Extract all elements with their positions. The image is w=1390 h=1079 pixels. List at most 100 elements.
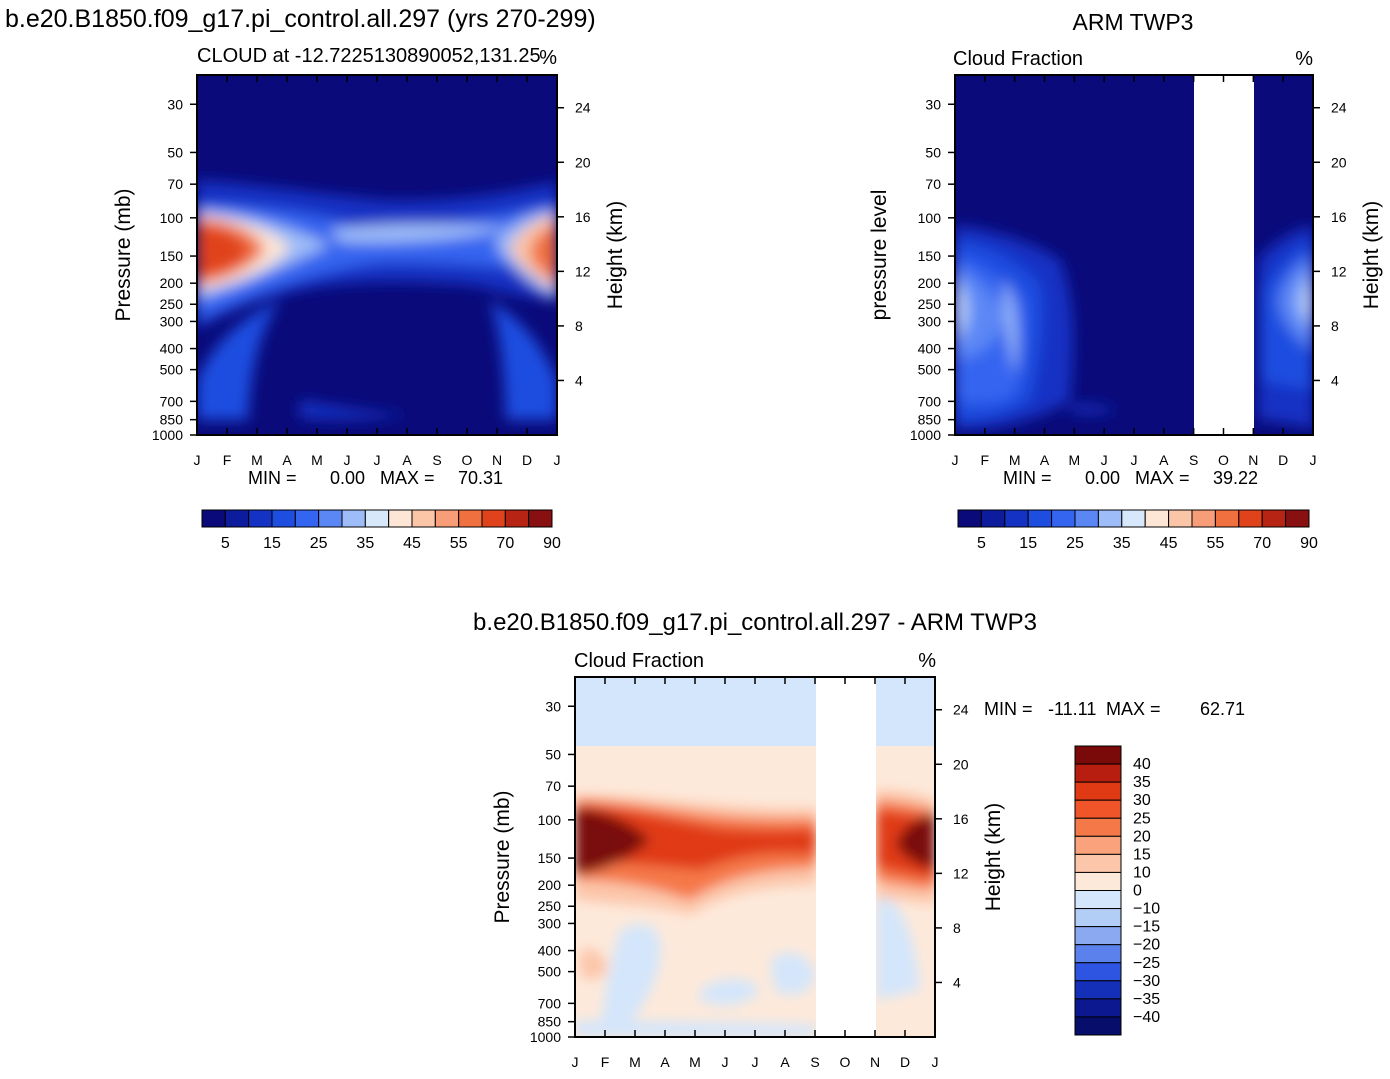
diff-y2tick-label: 16 <box>953 811 969 827</box>
diff-ytick-label: 700 <box>538 995 562 1011</box>
obs-y2tick-label: 24 <box>1331 100 1347 116</box>
diff-colorbar-label: 20 <box>1133 828 1151 845</box>
model-contour-field <box>197 75 557 435</box>
diff-colorbar-label: 10 <box>1133 864 1151 881</box>
obs-colorbar-swatch <box>1238 509 1263 528</box>
obs-xtick-label: S <box>1189 452 1198 468</box>
model-colorbar-swatch <box>458 509 483 528</box>
diff-ytick-label: 850 <box>538 1014 562 1030</box>
model-colorbar: 5 15 25 35 45 55 70 90 <box>201 509 561 552</box>
model-colorbar-swatch <box>528 509 553 528</box>
model-panel: CLOUD at -12.7225130890052,131.25 % J F <box>112 45 627 552</box>
obs-colorbar-swatch <box>1074 509 1099 528</box>
diff-ytick-label: 400 <box>538 943 562 959</box>
model-colorbar-swatch <box>294 509 320 528</box>
diff-colorbar-label: −30 <box>1133 973 1160 990</box>
model-colorbar-label: 55 <box>450 535 468 552</box>
diff-ytick-label: 150 <box>538 850 562 866</box>
model-max-label: MAX = <box>380 468 435 488</box>
obs-ytick-label: 500 <box>918 362 942 378</box>
diff-colorbar-swatch <box>1074 890 1122 910</box>
model-xtick-label: O <box>462 452 473 468</box>
diff-colorbar-swatch <box>1074 763 1122 783</box>
model-y2tick-label: 4 <box>575 372 583 388</box>
obs-xtick-label: O <box>1218 452 1229 468</box>
diff-max-value: 62.71 <box>1200 699 1245 719</box>
model-units: % <box>539 47 557 69</box>
model-ytick-label: 500 <box>160 362 184 378</box>
model-xtick-label: D <box>522 452 532 468</box>
diff-ytick-label: 100 <box>538 812 562 828</box>
diff-y2tick-label: 20 <box>953 756 969 772</box>
obs-colorbar-swatch <box>1191 509 1216 528</box>
diff-xtick-label: N <box>870 1054 880 1070</box>
model-colorbar-swatch <box>504 509 530 528</box>
obs-colorbar-swatch <box>1168 509 1193 528</box>
model-ylabel: Pressure (mb) <box>112 188 135 321</box>
model-colorbar-label: 5 <box>221 535 230 552</box>
obs-y2tick-label: 20 <box>1331 154 1347 170</box>
obs-xtick-label: F <box>981 452 990 468</box>
model-ytick-label: 300 <box>160 313 184 329</box>
diff-colorbar-swatch <box>1074 998 1122 1018</box>
obs-panel: Cloud Fraction % J F M A M J J A S O N D J3 <box>868 48 1383 552</box>
obs-y2label: Height (km) <box>1360 201 1383 310</box>
model-xtick-label: S <box>432 452 441 468</box>
diff-colorbar-swatch <box>1074 853 1122 873</box>
obs-title: ARM TWP3 <box>1073 9 1194 35</box>
obs-ytick-label: 100 <box>918 210 942 226</box>
diff-colorbar-label: −35 <box>1133 991 1160 1008</box>
diff-colorbar-label: 30 <box>1133 792 1151 809</box>
diff-xtick-label: S <box>810 1054 819 1070</box>
obs-colorbar-swatch <box>1285 509 1310 528</box>
obs-max-value: 39.22 <box>1213 468 1258 488</box>
obs-colorbar-label: 55 <box>1207 535 1225 552</box>
obs-ytick-label: 300 <box>918 313 942 329</box>
diff-min-value: -11.11 <box>1048 699 1096 719</box>
model-colorbar-swatch <box>271 509 296 528</box>
diff-y2label: Height (km) <box>982 803 1005 912</box>
diff-colorbar-swatch <box>1074 781 1122 801</box>
diff-subtitle: Cloud Fraction <box>574 650 704 672</box>
obs-ylabel: pressure level <box>868 190 891 321</box>
model-xtick-label: M <box>311 452 323 468</box>
model-y2label: Height (km) <box>604 201 627 310</box>
diff-colorbar-label: −10 <box>1133 901 1160 918</box>
obs-subtitle: Cloud Fraction <box>953 48 1083 70</box>
diff-colorbar-swatch <box>1074 835 1122 855</box>
model-colorbar-label: 25 <box>310 535 328 552</box>
diff-colorbar-label: −40 <box>1133 1009 1160 1026</box>
model-ytick-label: 850 <box>160 412 184 428</box>
obs-colorbar-swatch <box>1144 509 1170 528</box>
diff-ytick-label: 30 <box>545 698 561 714</box>
model-colorbar-label: 15 <box>263 535 281 552</box>
obs-xtick-label: M <box>1009 452 1021 468</box>
model-y2tick-label: 16 <box>575 209 591 225</box>
obs-missing-data-band <box>1194 75 1254 435</box>
obs-colorbar-swatch <box>1051 509 1076 528</box>
obs-colorbar-swatch <box>957 509 982 528</box>
model-xtick-label: A <box>402 452 412 468</box>
model-y2tick-label: 24 <box>575 100 591 116</box>
model-ytick-label: 700 <box>160 393 184 409</box>
obs-colorbar-label: 90 <box>1300 535 1318 552</box>
diff-ytick-label: 1000 <box>530 1029 561 1045</box>
diff-xtick-label: M <box>689 1054 701 1070</box>
model-colorbar-swatch <box>318 509 343 528</box>
obs-colorbar: 5 15 25 35 45 55 70 90 <box>957 509 1318 552</box>
model-colorbar-label: 90 <box>543 535 561 552</box>
obs-ytick-label: 200 <box>918 275 942 291</box>
diff-ytick-label: 500 <box>538 964 562 980</box>
obs-colorbar-label: 70 <box>1253 535 1271 552</box>
obs-ytick-label: 30 <box>925 96 941 112</box>
diff-max-label: MAX = <box>1106 699 1161 719</box>
obs-max-label: MAX = <box>1135 468 1190 488</box>
model-ytick-label: 100 <box>160 210 184 226</box>
model-colorbar-swatch <box>481 509 506 528</box>
obs-ytick-label: 70 <box>925 176 941 192</box>
model-max-value: 70.31 <box>458 468 503 488</box>
diff-xtick-label: J <box>752 1054 759 1070</box>
obs-ytick-label: 150 <box>918 248 942 264</box>
